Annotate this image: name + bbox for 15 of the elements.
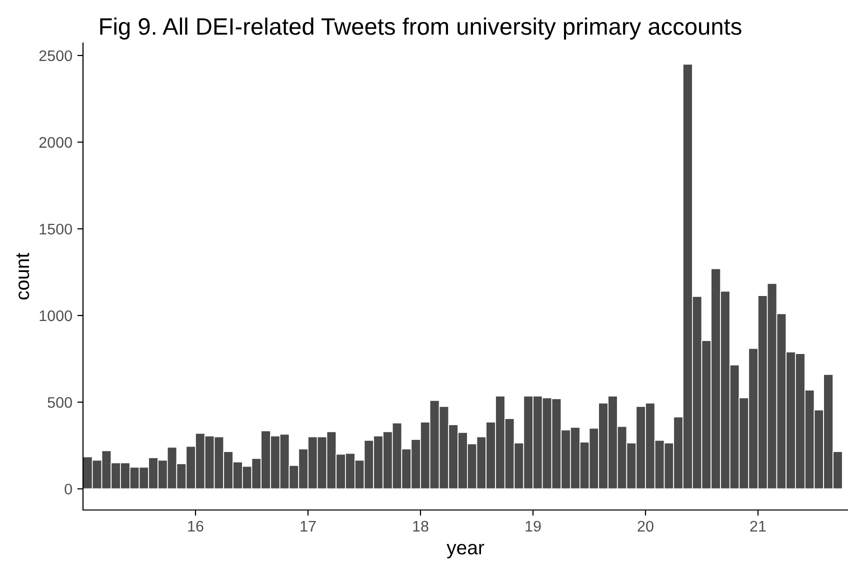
- y-axis-title: count: [16, 252, 30, 300]
- x-tick-label: 18: [413, 520, 428, 532]
- y-tick-label: 500: [48, 397, 72, 408]
- x-tick-label: 17: [300, 520, 316, 532]
- x-tick-label: 16: [188, 520, 204, 532]
- y-tick-label: 2000: [39, 137, 72, 148]
- x-tick-label: 20: [638, 520, 654, 532]
- x-tick-label: 19: [526, 520, 541, 532]
- x-tick-label: 21: [750, 520, 766, 532]
- y-tick-label: 1500: [40, 224, 72, 235]
- y-tick-label: 1000: [40, 310, 72, 322]
- chart-title: Fig 9. All DEI-related Tweets from university primary accounts: [100, 18, 742, 40]
- y-tick-label: 2500: [39, 50, 72, 62]
- y-tick-label: 0: [64, 484, 72, 495]
- x-axis-title: year: [446, 544, 484, 558]
